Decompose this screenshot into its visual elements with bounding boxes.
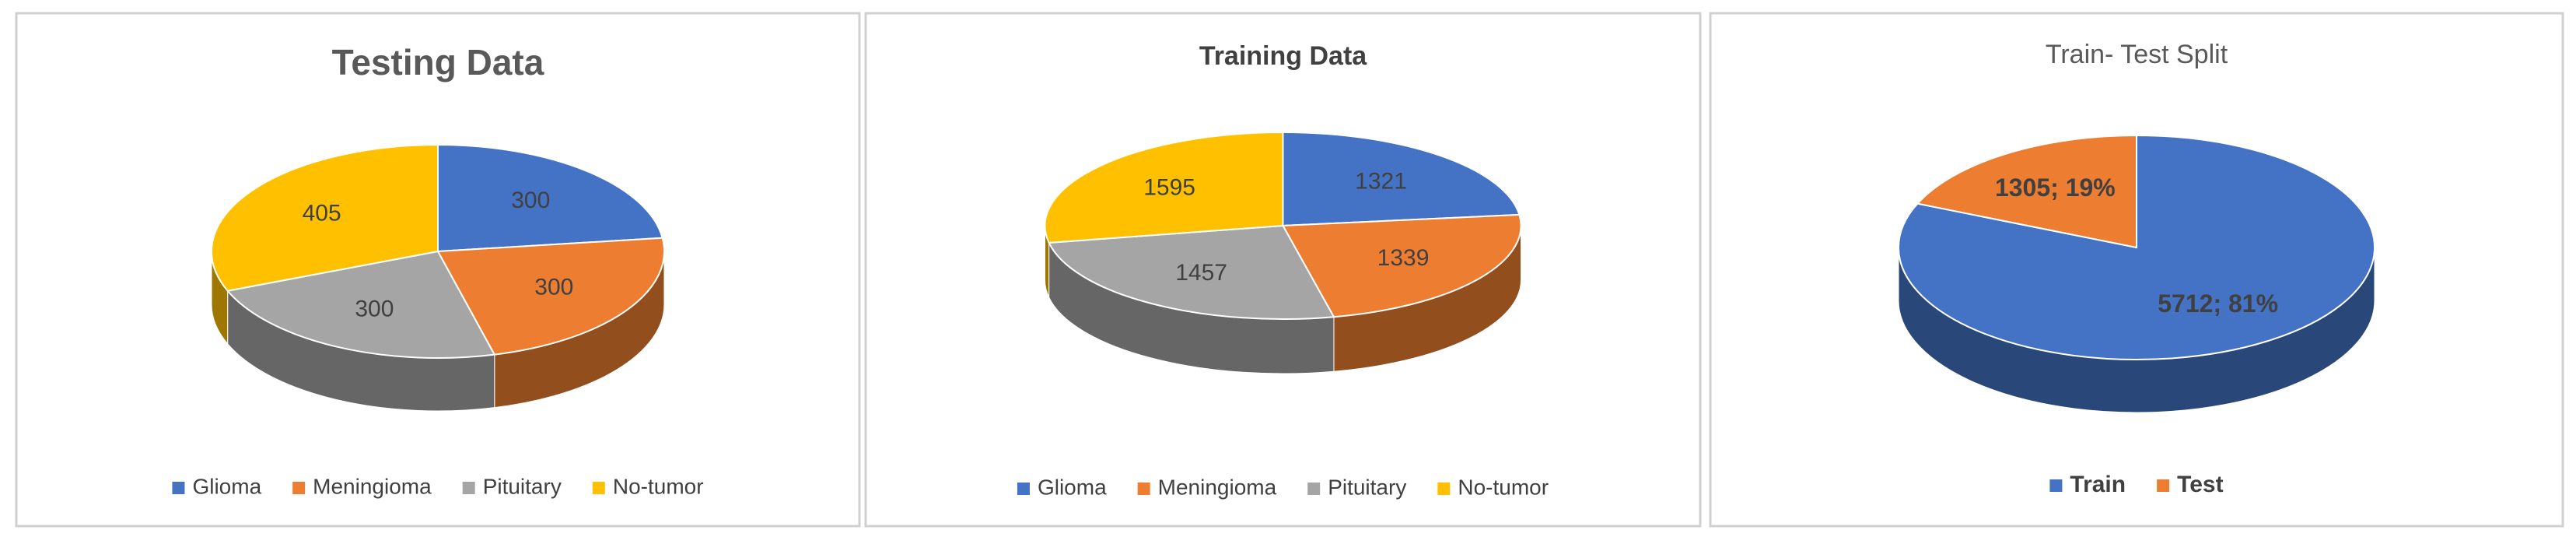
chart-title: Testing Data bbox=[332, 42, 544, 82]
data-label: 300 bbox=[511, 188, 550, 213]
legend-swatch bbox=[462, 482, 475, 494]
pie-panel: Training Data 1321 1339 1457 1595 Glioma Menin… bbox=[864, 12, 1702, 528]
pie-slice bbox=[1916, 134, 2137, 249]
data-label: 1339 bbox=[1377, 245, 1430, 271]
pie-slice bbox=[211, 143, 439, 292]
legend-label: Test bbox=[2177, 472, 2223, 497]
legend-swatch bbox=[2049, 479, 2063, 492]
pie-slice bbox=[436, 237, 665, 356]
legend-label: No-tumor bbox=[613, 474, 704, 498]
legend-swatch bbox=[1137, 483, 1150, 495]
data-label: 1305; 19% bbox=[1995, 174, 2116, 202]
chart-title: Train- Test Split bbox=[2046, 40, 2228, 69]
legend-label: Pituitary bbox=[1328, 475, 1406, 499]
pie-slice bbox=[1281, 213, 1522, 318]
pie-slice bbox=[1044, 131, 1284, 244]
pie-panel: Testing Data 300 300 300 405 Glioma Meningioma… bbox=[15, 12, 861, 528]
pie-slice bbox=[437, 143, 663, 253]
data-label: 1457 bbox=[1175, 260, 1227, 286]
legend-label: Meningioma bbox=[313, 474, 432, 498]
legend-label: Train bbox=[2070, 472, 2126, 497]
pie-slice bbox=[1048, 224, 1335, 320]
data-label: 5712; 81% bbox=[2158, 290, 2278, 318]
pie-slice bbox=[1282, 131, 1521, 227]
pie-panel: Train- Test Split 5712; 81% 1305; 19% Train… bbox=[1709, 12, 2564, 528]
data-label: 1321 bbox=[1355, 168, 1407, 194]
data-label: 405 bbox=[303, 200, 341, 226]
chart-title: Training Data bbox=[1199, 41, 1367, 71]
legend-swatch bbox=[1017, 483, 1030, 495]
legend-swatch bbox=[292, 482, 306, 494]
pie-slice bbox=[226, 250, 496, 359]
legend-swatch bbox=[592, 482, 605, 494]
legend-label: Meningioma bbox=[1158, 475, 1277, 499]
legend-label: No-tumor bbox=[1458, 475, 1549, 499]
legend-swatch bbox=[1437, 483, 1451, 495]
data-label: 300 bbox=[534, 275, 573, 300]
legend-swatch bbox=[172, 482, 185, 494]
legend-label: Glioma bbox=[1038, 475, 1107, 499]
data-label: 1595 bbox=[1143, 174, 1195, 200]
legend-swatch bbox=[2157, 479, 2170, 492]
legend-label: Glioma bbox=[192, 474, 261, 498]
data-label: 300 bbox=[355, 297, 394, 322]
legend-label: Pituitary bbox=[483, 474, 562, 498]
legend-swatch bbox=[1307, 483, 1321, 495]
